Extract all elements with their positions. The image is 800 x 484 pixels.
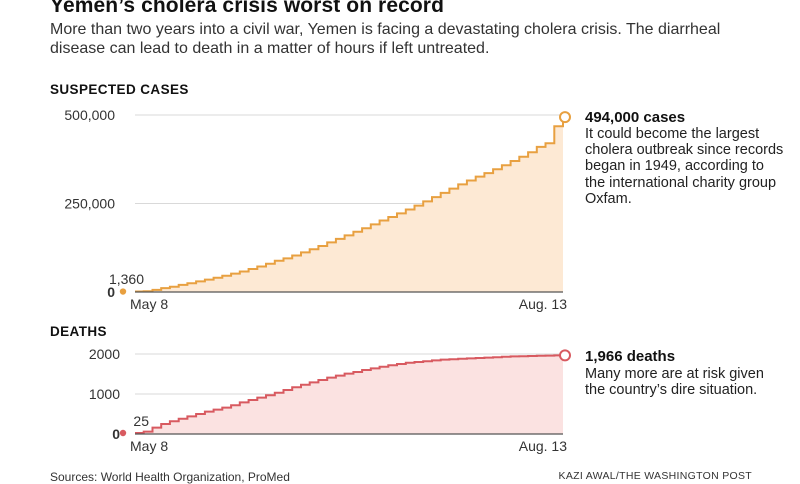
deaths-chart: 0 1000 2000 May 8 Aug. 13 25 [89,346,571,454]
chart-title: Yemen’s cholera crisis worst on record [50,0,445,17]
deaths-y-tick-label: 0 [112,426,120,442]
deaths-section-label: DEATHS [50,324,107,339]
cases-total-label: 494,000 cases [585,109,686,126]
cases-area [135,117,563,292]
cases-end-marker [559,111,571,124]
deaths-start-value-label: 25 [133,413,149,429]
deaths-annotation: Many more are at risk given the country’… [585,366,764,399]
cases-y-tick-label: 500,000 [64,107,115,123]
cases-start-marker [119,288,127,295]
deaths-y-tick-label: 1000 [89,386,120,402]
cases-x-label-start: May 8 [130,296,168,312]
cases-line [135,117,564,293]
cases-y-tick-label: 250,000 [64,196,115,212]
cases-x-label-end: Aug. 13 [519,296,567,312]
sources-note: Sources: World Health Organization, ProM… [50,470,290,484]
cases-y-tick-labels: 0 250,000 500,000 [64,107,115,300]
cases-chart: 0 250,000 500,000 May 8 Aug. 13 1,360 [64,107,571,312]
cases-annotation: It could become the largest cholera outb… [585,126,784,207]
deaths-area [135,355,563,434]
cases-start-value-label: 1,360 [109,271,144,287]
deaths-line [135,354,563,434]
chart-subtitle: More than two years into a civil war, Ye… [50,21,721,57]
deaths-total-label: 1,966 deaths [585,348,676,365]
cases-section-label: SUSPECTED CASES [50,82,189,97]
deaths-start-marker [119,429,127,437]
deaths-x-label-end: Aug. 13 [519,438,567,454]
deaths-end-marker [559,349,571,362]
credit-line: KAZI AWAL/THE WASHINGTON POST [558,470,752,482]
cases-y-tick-label: 0 [107,284,115,300]
deaths-y-tick-labels: 0 1000 2000 [89,346,120,442]
deaths-x-label-start: May 8 [130,438,168,454]
deaths-y-tick-label: 2000 [89,346,120,362]
